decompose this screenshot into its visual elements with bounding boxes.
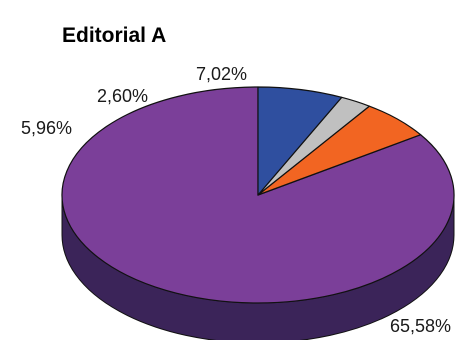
data-label-1: 5,96% bbox=[21, 118, 72, 138]
pie-slices bbox=[61, 86, 455, 304]
data-label-3: 7,02% bbox=[196, 64, 247, 84]
pie-slice-3 bbox=[257, 86, 343, 196]
data-label-0: 65,58% bbox=[390, 316, 451, 336]
pie-slice-0 bbox=[61, 86, 455, 304]
data-label-2: 2,60% bbox=[97, 86, 148, 106]
chart-title: Editorial A bbox=[62, 24, 166, 47]
pie-data-labels: 65,58% 5,96% 2,60% 7,02% bbox=[21, 64, 451, 336]
